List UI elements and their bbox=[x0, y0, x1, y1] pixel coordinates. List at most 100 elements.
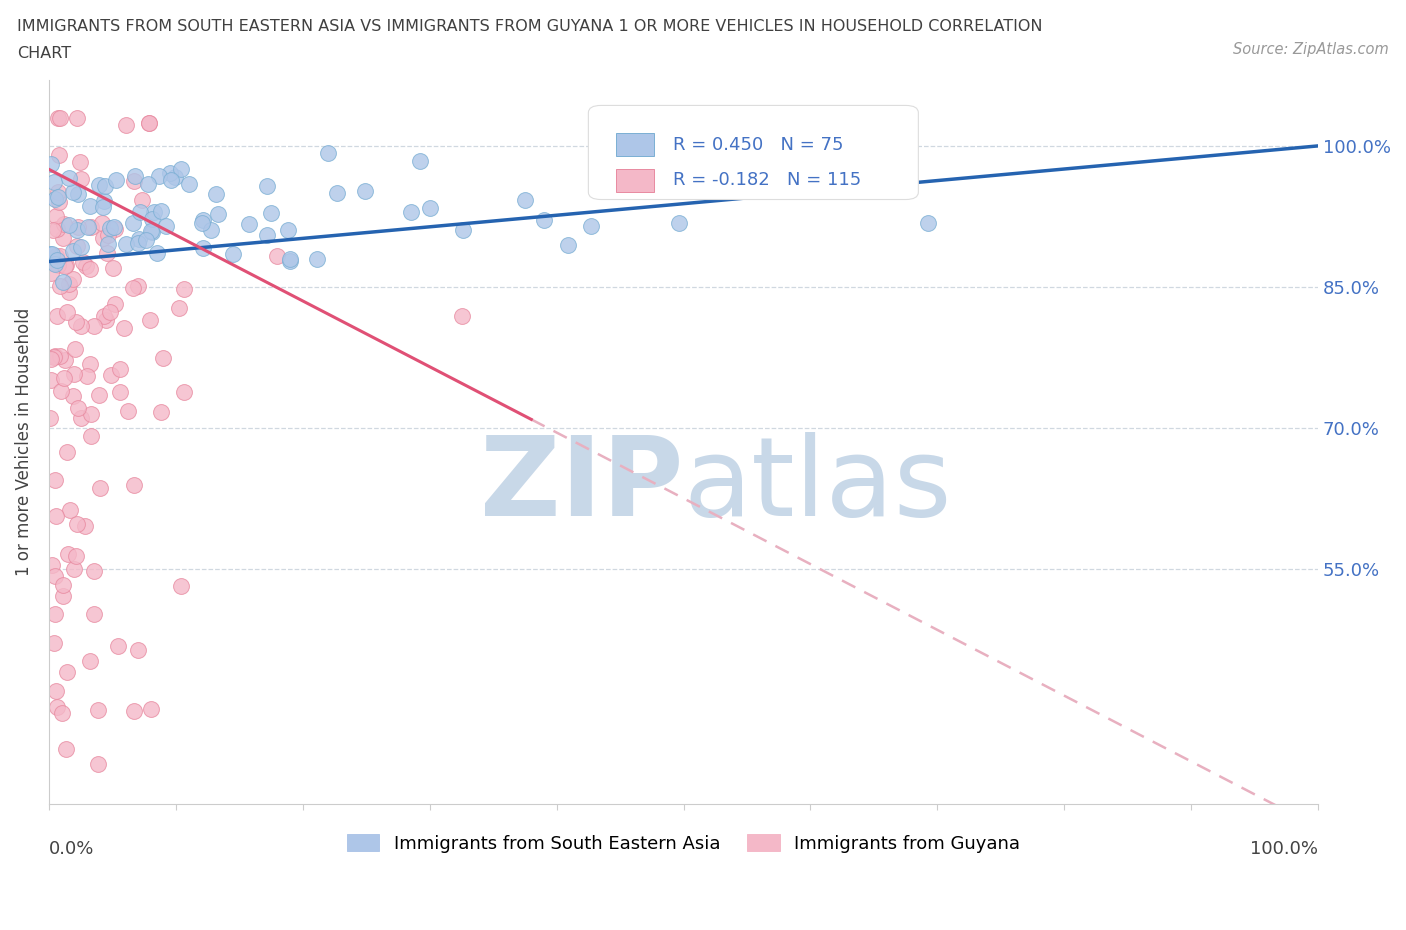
Point bbox=[62, 272, 84, 286]
Point bbox=[103, 219, 125, 234]
Point bbox=[105, 172, 128, 187]
Point bbox=[127, 279, 149, 294]
Point bbox=[135, 232, 157, 247]
Point bbox=[325, 185, 347, 200]
Point bbox=[191, 241, 214, 256]
Point bbox=[80, 406, 103, 421]
Point bbox=[39, 352, 62, 366]
Point bbox=[63, 562, 86, 577]
Point bbox=[128, 232, 150, 246]
Point bbox=[179, 177, 201, 192]
Point bbox=[72, 255, 94, 270]
Point bbox=[94, 179, 117, 193]
Point bbox=[44, 568, 66, 583]
Point bbox=[52, 589, 75, 604]
Point bbox=[318, 145, 340, 160]
Point bbox=[66, 219, 89, 234]
Point bbox=[579, 219, 602, 233]
Point bbox=[52, 217, 75, 232]
Point bbox=[53, 259, 76, 273]
Point bbox=[173, 385, 195, 400]
Point bbox=[149, 204, 172, 219]
Point bbox=[124, 174, 146, 189]
Point bbox=[48, 194, 70, 209]
Point bbox=[207, 206, 229, 221]
Point bbox=[70, 411, 93, 426]
Point bbox=[256, 227, 278, 242]
Point bbox=[409, 154, 432, 169]
Point bbox=[307, 252, 329, 267]
Point bbox=[66, 238, 89, 253]
Point bbox=[59, 502, 82, 517]
Point bbox=[91, 200, 114, 215]
Point bbox=[52, 275, 75, 290]
Point bbox=[108, 361, 131, 376]
Point bbox=[58, 285, 80, 299]
Legend: Immigrants from South Eastern Asia, Immigrants from Guyana: Immigrants from South Eastern Asia, Immi… bbox=[340, 827, 1028, 860]
Point bbox=[129, 205, 152, 219]
Point bbox=[136, 177, 159, 192]
Point bbox=[39, 411, 62, 426]
Point bbox=[256, 179, 278, 193]
Point bbox=[152, 351, 174, 365]
Point bbox=[80, 220, 103, 235]
Point bbox=[91, 231, 114, 246]
Point bbox=[93, 193, 115, 208]
Point bbox=[44, 636, 66, 651]
Point bbox=[73, 519, 96, 534]
Point bbox=[51, 706, 73, 721]
Point bbox=[124, 478, 146, 493]
Point bbox=[141, 211, 163, 226]
Point bbox=[42, 350, 65, 365]
Point bbox=[122, 216, 145, 231]
Point bbox=[46, 253, 69, 268]
Point bbox=[419, 200, 441, 215]
Point bbox=[63, 341, 86, 356]
Point bbox=[56, 665, 79, 680]
Point bbox=[39, 266, 62, 281]
Point bbox=[112, 321, 135, 336]
FancyBboxPatch shape bbox=[616, 168, 654, 192]
Point bbox=[100, 367, 122, 382]
Point bbox=[108, 384, 131, 399]
Point bbox=[127, 235, 149, 250]
Point bbox=[451, 223, 474, 238]
Point bbox=[62, 366, 84, 381]
Point bbox=[48, 148, 70, 163]
Point bbox=[103, 260, 125, 275]
FancyBboxPatch shape bbox=[616, 133, 654, 156]
Point bbox=[83, 318, 105, 333]
Y-axis label: 1 or more Vehicles in Household: 1 or more Vehicles in Household bbox=[15, 308, 32, 576]
Point bbox=[45, 684, 67, 698]
Point bbox=[76, 369, 98, 384]
Point bbox=[221, 246, 243, 261]
Point bbox=[44, 472, 66, 487]
Text: CHART: CHART bbox=[17, 46, 70, 61]
Point bbox=[122, 281, 145, 296]
Point bbox=[65, 314, 87, 329]
Point bbox=[44, 257, 66, 272]
Point bbox=[91, 216, 114, 231]
Point bbox=[65, 549, 87, 564]
Point bbox=[41, 156, 63, 171]
Point bbox=[45, 208, 67, 223]
Point bbox=[122, 703, 145, 718]
Text: IMMIGRANTS FROM SOUTH EASTERN ASIA VS IMMIGRANTS FROM GUYANA 1 OR MORE VEHICLES : IMMIGRANTS FROM SOUTH EASTERN ASIA VS IM… bbox=[17, 19, 1042, 33]
Point bbox=[56, 304, 79, 319]
Point bbox=[98, 220, 121, 235]
Point bbox=[69, 172, 91, 187]
Point bbox=[46, 699, 69, 714]
Point bbox=[66, 111, 89, 126]
Point bbox=[70, 239, 93, 254]
Point bbox=[49, 384, 72, 399]
Point bbox=[104, 297, 127, 312]
Text: Source: ZipAtlas.com: Source: ZipAtlas.com bbox=[1233, 42, 1389, 57]
Point bbox=[278, 254, 301, 269]
Point bbox=[44, 606, 66, 621]
Point bbox=[80, 429, 103, 444]
Point bbox=[56, 546, 79, 561]
Point bbox=[97, 228, 120, 243]
Point bbox=[533, 213, 555, 228]
Point bbox=[52, 231, 75, 246]
Point bbox=[49, 279, 72, 294]
